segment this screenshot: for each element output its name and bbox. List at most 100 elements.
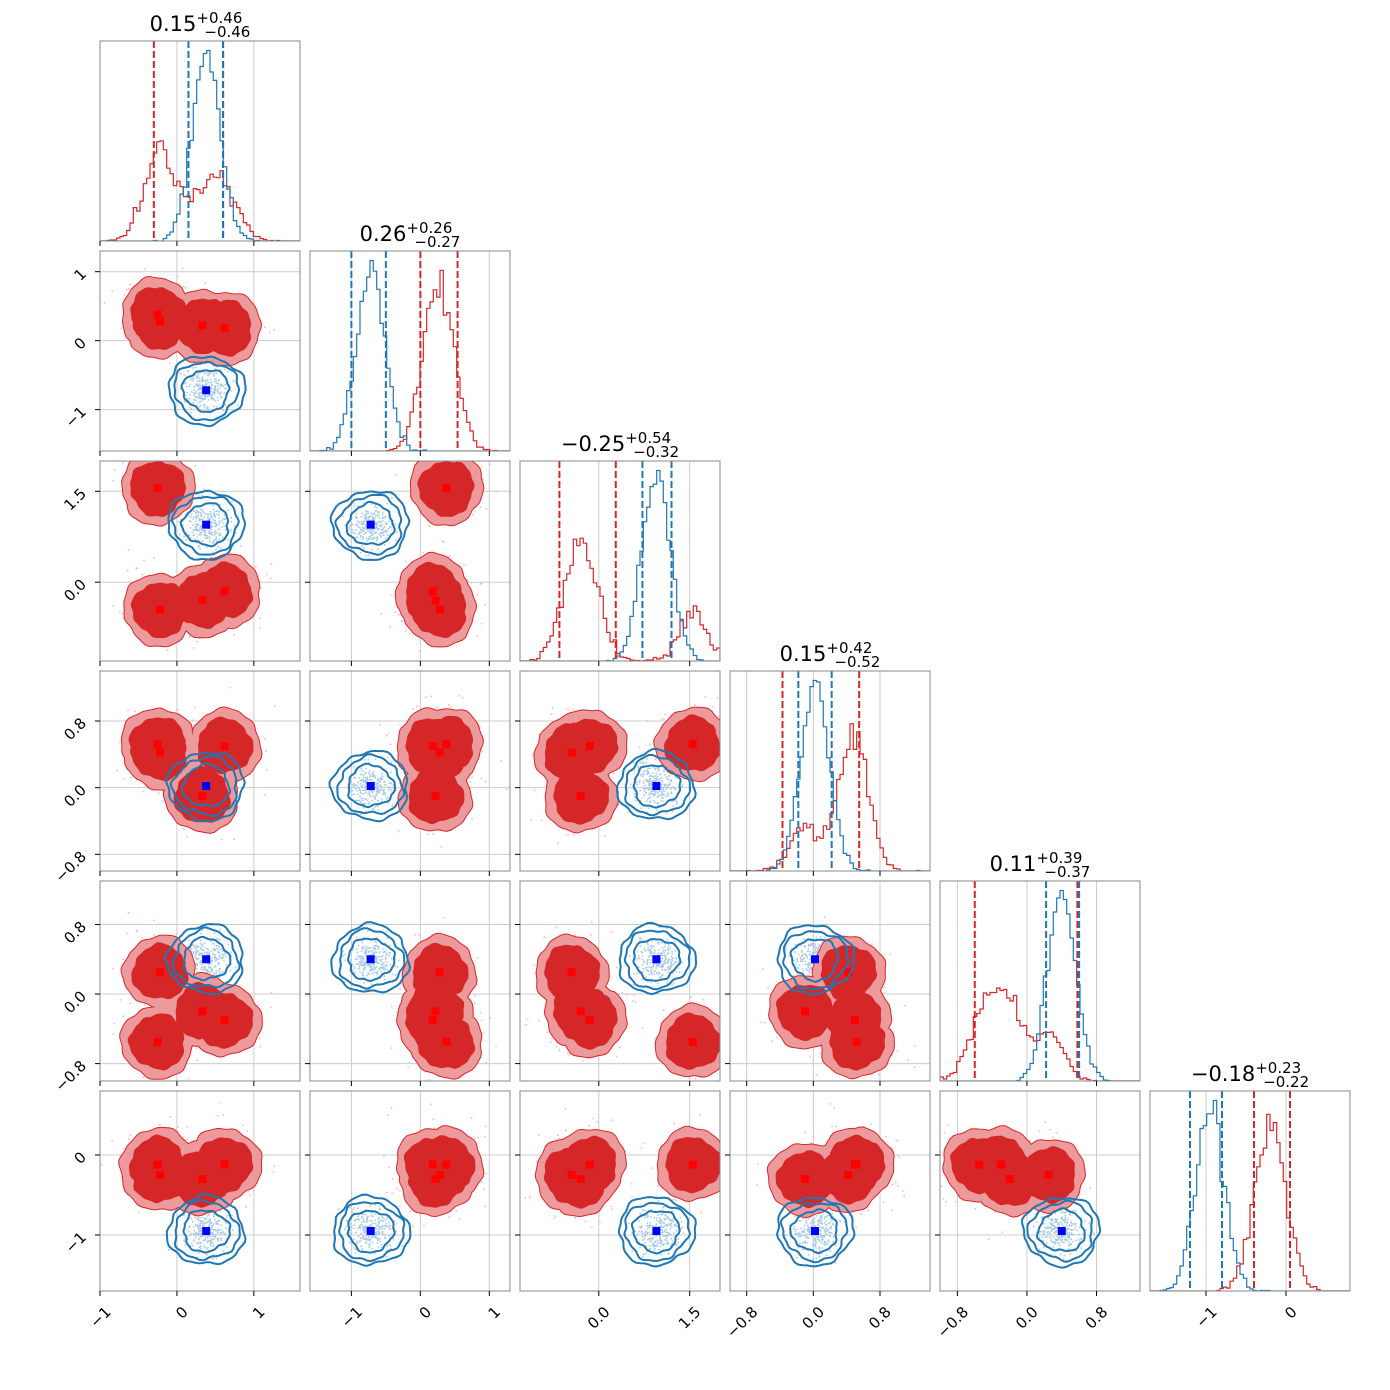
panel-frame — [519, 670, 721, 872]
blue-sample-point — [647, 949, 650, 952]
panel-3-3 — [729, 670, 931, 872]
blue-sample-point — [645, 949, 648, 951]
red-sample-point — [123, 293, 126, 296]
blue-sample-point — [200, 400, 203, 403]
blue-sample-point — [374, 798, 377, 800]
blue-sample-point — [196, 376, 198, 378]
title-plus: +0.42 — [826, 639, 872, 657]
blue-sample-point — [651, 792, 654, 795]
red-sample-point — [263, 326, 266, 329]
blue-sample-point — [389, 526, 392, 528]
blue-sample-point — [220, 972, 223, 974]
title-plus: +0.46 — [196, 9, 242, 27]
blue-sample-point — [387, 756, 389, 758]
blue-sample-point — [351, 963, 354, 966]
blue-sample-point — [199, 507, 202, 510]
red-sample-point — [653, 1037, 656, 1040]
blue-sample-point — [363, 529, 366, 532]
blue-sample-point — [649, 800, 652, 803]
red-sample-point — [196, 1059, 198, 1062]
red-sample-point — [175, 932, 178, 935]
blue-sample-point — [374, 796, 376, 799]
blue-sample-point — [200, 392, 203, 394]
red-sample-point — [210, 556, 213, 559]
blue-sample-point — [216, 385, 219, 387]
blue-sample-point — [647, 787, 649, 790]
blue-sample-point — [365, 515, 368, 518]
red-mode-marker — [156, 968, 164, 977]
red-sample-point — [726, 743, 728, 745]
blue-sample-point — [230, 528, 233, 531]
blue-sample-point — [361, 538, 364, 541]
blue-sample-point — [378, 968, 381, 970]
blue-sample-point — [663, 770, 665, 773]
blue-sample-point — [374, 948, 377, 951]
blue-sample-point — [209, 512, 211, 515]
red-sample-point — [270, 991, 273, 994]
blue-sample-point — [190, 377, 193, 380]
blue-sample-point — [190, 408, 193, 410]
red-sample-point — [480, 466, 483, 468]
blue-sample-point — [186, 397, 189, 400]
blue-sample-point — [195, 949, 197, 952]
blue-sample-point — [226, 370, 229, 373]
blue-sample-point — [200, 963, 203, 966]
red-mode-marker — [576, 792, 585, 800]
blue-sample-point — [210, 387, 213, 390]
blue-sample-point — [367, 972, 369, 975]
red-sample-point — [474, 510, 476, 513]
blue-sample-point — [204, 384, 207, 386]
blue-sample-point — [381, 777, 383, 780]
blue-sample-point — [387, 786, 390, 788]
blue-sample-point — [195, 967, 198, 970]
blue-sample-point — [185, 385, 188, 388]
red-sample-point — [122, 958, 125, 961]
red-sample-point — [265, 573, 268, 576]
panel-4-0 — [99, 880, 301, 1082]
red-sample-point — [239, 545, 242, 547]
blue-sample-point — [211, 534, 214, 536]
panel-frame — [309, 460, 511, 662]
blue-sample-point — [386, 502, 389, 505]
blue-sample-point — [208, 532, 210, 535]
blue-sample-point — [378, 524, 381, 527]
blue-sample-point — [662, 797, 664, 800]
blue-sample-point — [209, 950, 212, 953]
blue-sample-point — [658, 766, 660, 769]
blue-sample-point — [222, 953, 225, 956]
red-mode-marker — [153, 1037, 162, 1046]
red-sample-point — [479, 506, 482, 508]
blue-sample-point — [376, 970, 379, 973]
blue-sample-point — [361, 512, 363, 515]
blue-sample-point — [193, 538, 196, 541]
panel-frame — [99, 670, 301, 872]
blue-sample-point — [209, 378, 212, 381]
red-sample-point — [254, 565, 257, 568]
blue-sample-point — [216, 405, 218, 408]
blue-sample-point — [371, 968, 373, 970]
red-sample-point — [725, 740, 727, 742]
blue-sample-point — [660, 792, 663, 795]
blue-sample-point — [212, 519, 215, 521]
blue-sample-point — [377, 809, 379, 811]
blue-sample-point — [383, 965, 386, 967]
blue-sample-point — [674, 949, 677, 952]
title-minus: −0.32 — [633, 443, 679, 461]
blue-sample-point — [219, 928, 221, 931]
blue-histogram — [520, 469, 720, 661]
blue-sample-point — [654, 779, 657, 782]
blue-sample-point — [649, 767, 651, 770]
blue-sample-point — [210, 970, 213, 972]
blue-sample-point — [356, 520, 359, 523]
blue-sample-point — [372, 517, 374, 520]
blue-sample-point — [212, 953, 215, 956]
blue-sample-point — [355, 936, 358, 939]
blue-sample-point — [352, 968, 355, 971]
blue-sample-point — [357, 525, 360, 528]
blue-sample-point — [664, 795, 667, 798]
red-sample-point — [157, 923, 160, 925]
blue-sample-point — [223, 392, 226, 394]
blue-sample-point — [370, 983, 373, 986]
blue-sample-point — [209, 972, 211, 974]
blue-sample-point — [213, 513, 216, 516]
